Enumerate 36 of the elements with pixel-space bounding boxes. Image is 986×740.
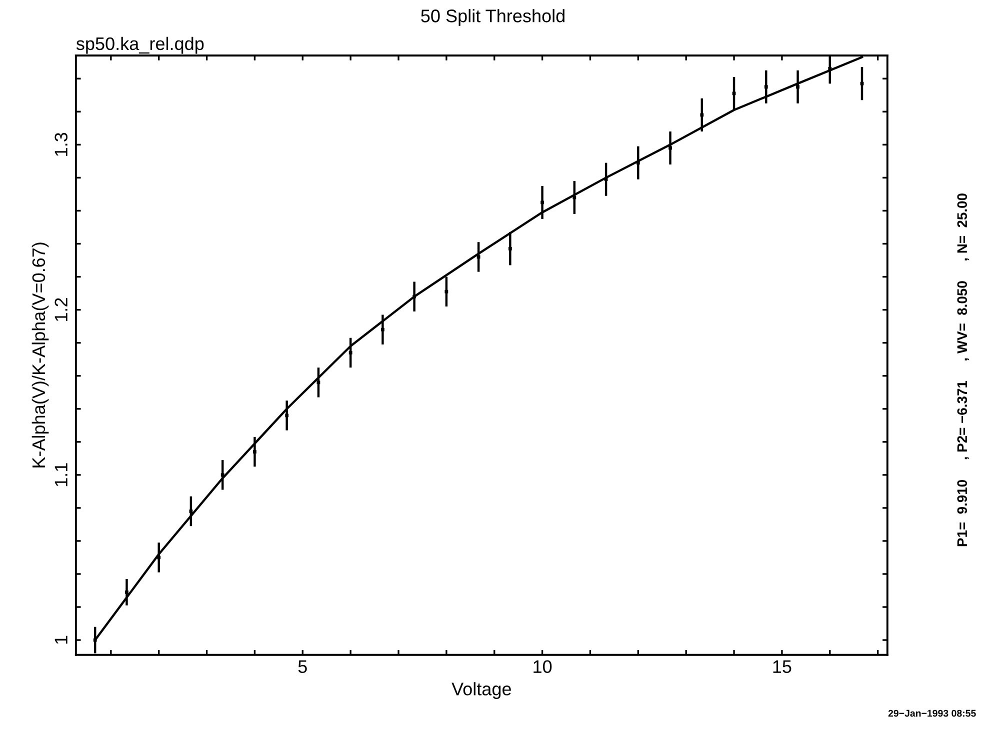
point — [220, 473, 224, 477]
y-tick-label: 1.2 — [54, 298, 68, 321]
chart-title: 50 Split Threshold — [421, 9, 564, 26]
point — [604, 178, 608, 182]
point — [700, 113, 704, 117]
point — [380, 328, 384, 332]
point — [668, 146, 672, 150]
y-axis-title: K-Alpha(V)/K-Alpha(V=0.67) — [32, 242, 49, 468]
chart-subtitle: sp50.ka_rel.qdp — [76, 36, 204, 54]
text: P1= 9.910 , P2= −6.371 , WV= 8.050 , N= 25.00 — [957, 194, 970, 546]
point — [253, 450, 256, 454]
x-tick-label: 10 — [534, 660, 552, 674]
x-axis-title: Voltage — [452, 682, 511, 699]
x-tick-label: 5 — [298, 660, 307, 674]
point — [412, 294, 416, 298]
point — [796, 85, 800, 89]
point — [828, 67, 832, 70]
point — [93, 638, 97, 642]
point — [189, 510, 193, 513]
y-tick-label: 1.1 — [54, 463, 68, 486]
point — [157, 556, 161, 560]
point — [348, 351, 352, 354]
point — [316, 380, 320, 384]
point — [285, 414, 289, 418]
point — [764, 85, 768, 89]
point — [508, 246, 512, 250]
point — [572, 196, 576, 200]
text: 29−Jan−1993 08:55 — [888, 710, 976, 717]
point — [636, 161, 640, 165]
y-tick-label: 1.3 — [54, 132, 68, 156]
x-tick-label: 15 — [773, 660, 792, 674]
point — [444, 290, 448, 294]
point — [860, 82, 864, 86]
point — [125, 590, 128, 594]
point — [540, 200, 544, 204]
y-tick-label: 1 — [54, 636, 68, 644]
